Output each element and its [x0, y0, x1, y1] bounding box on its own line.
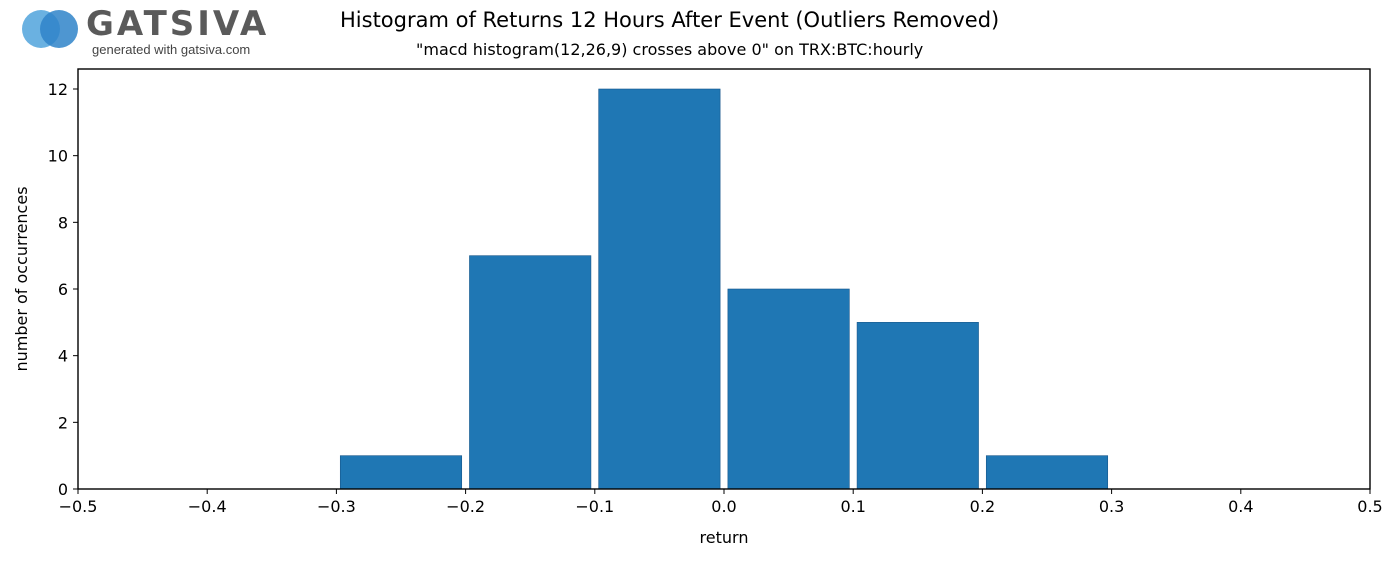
histogram-bar-5: [985, 455, 1109, 490]
y-tick-label: 2: [58, 413, 68, 432]
y-tick-label: 0: [58, 480, 68, 499]
y-axis-label: number of occurrences: [12, 186, 31, 371]
y-tick-label: 12: [48, 80, 68, 99]
x-tick-label: 0.2: [970, 497, 995, 516]
x-ticks: −0.5 −0.4 −0.3 −0.2 −0.1 0.0 0.1 0.2 0.3 0.4 0.5: [59, 489, 1383, 516]
logo-tagline: generated with gatsiva.com: [92, 42, 251, 57]
x-tick-label: −0.5: [59, 497, 98, 516]
x-tick-label: 0.3: [1099, 497, 1124, 516]
chart-subtitle: "macd histogram(12,26,9) crosses above 0…: [416, 40, 924, 59]
histogram-bar-3: [727, 288, 850, 490]
x-axis-label: return: [700, 528, 749, 547]
gatsiva-logo: GATSIVA generated with gatsiva.com: [20, 4, 270, 58]
axes-frame: [77, 68, 1371, 490]
histogram-bar-2: [598, 88, 721, 490]
x-tick-label: −0.4: [188, 497, 227, 516]
chart-title: Histogram of Returns 12 Hours After Even…: [340, 8, 1000, 32]
histogram-bar-0: [339, 455, 463, 490]
x-tick-label: −0.3: [317, 497, 356, 516]
x-tick-label: 0.0: [711, 497, 736, 516]
y-ticks: 0 2 4 6 8 10 12: [48, 80, 78, 499]
y-tick-label: 8: [58, 213, 68, 232]
x-tick-label: 0.4: [1228, 497, 1253, 516]
logo-circles-icon: [22, 10, 78, 48]
logo-circle-right: [40, 10, 78, 48]
y-tick-label: 10: [48, 147, 68, 166]
histogram-bar-1: [469, 255, 592, 490]
logo-wordmark: GATSIVA: [86, 4, 270, 44]
y-tick-label: 6: [58, 280, 68, 299]
y-tick-label: 4: [58, 347, 68, 366]
bars-group: [339, 88, 1109, 490]
x-tick-label: 0.1: [840, 497, 865, 516]
x-tick-label: 0.5: [1357, 497, 1382, 516]
x-tick-label: −0.1: [575, 497, 614, 516]
histogram-bar-4: [856, 322, 979, 490]
x-tick-label: −0.2: [446, 497, 485, 516]
